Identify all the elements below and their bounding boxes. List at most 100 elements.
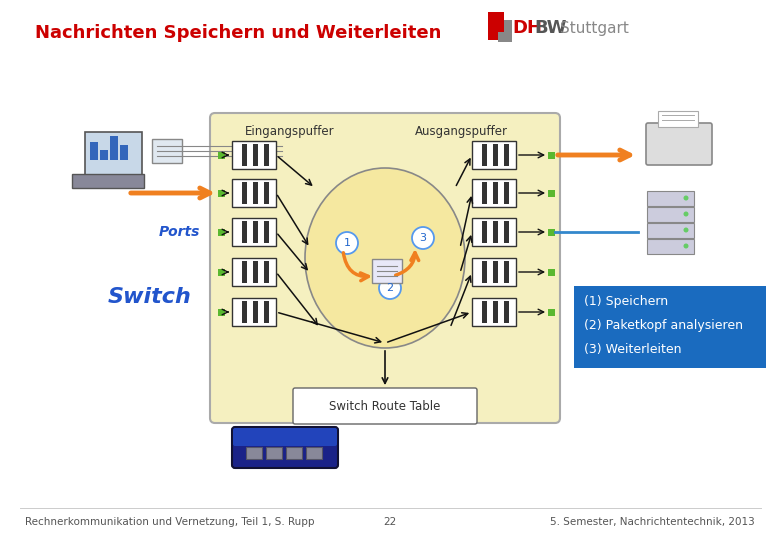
FancyBboxPatch shape	[647, 239, 694, 254]
Bar	[218, 190, 225, 197]
Bar	[472, 179, 516, 207]
Bar	[493, 301, 498, 323]
Bar	[242, 182, 247, 204]
Bar	[264, 301, 269, 323]
Bar	[493, 144, 498, 166]
Bar	[548, 268, 555, 275]
Bar	[100, 150, 108, 160]
Bar	[110, 136, 118, 160]
Circle shape	[683, 244, 689, 248]
Bar	[498, 20, 504, 32]
Bar	[264, 221, 269, 243]
FancyBboxPatch shape	[658, 111, 698, 127]
Bar	[90, 142, 98, 160]
FancyBboxPatch shape	[286, 447, 302, 459]
Text: (3) Weiterleiten: (3) Weiterleiten	[584, 343, 682, 356]
Bar	[242, 261, 247, 283]
FancyBboxPatch shape	[293, 388, 477, 424]
Bar	[253, 261, 258, 283]
Text: Eingangspuffer: Eingangspuffer	[245, 125, 335, 138]
FancyBboxPatch shape	[72, 174, 144, 188]
Bar	[498, 20, 512, 42]
Bar	[253, 301, 258, 323]
Text: (2) Paketkopf analysieren: (2) Paketkopf analysieren	[584, 320, 743, 333]
FancyBboxPatch shape	[152, 139, 182, 163]
Bar	[472, 258, 516, 286]
FancyBboxPatch shape	[210, 113, 560, 423]
FancyBboxPatch shape	[647, 207, 694, 222]
Bar	[504, 144, 509, 166]
Bar	[482, 301, 487, 323]
Bar	[232, 298, 276, 326]
Bar	[548, 308, 555, 315]
FancyBboxPatch shape	[266, 447, 282, 459]
Text: 3: 3	[420, 233, 427, 243]
Text: Ausgangspuffer: Ausgangspuffer	[415, 125, 508, 138]
Bar	[232, 141, 276, 169]
Ellipse shape	[305, 168, 465, 348]
Bar	[548, 190, 555, 197]
Text: 22: 22	[384, 517, 396, 527]
Bar	[120, 145, 128, 160]
FancyBboxPatch shape	[646, 123, 712, 165]
Bar	[548, 152, 555, 159]
Text: 5. Semester, Nachrichtentechnik, 2013: 5. Semester, Nachrichtentechnik, 2013	[550, 517, 755, 527]
Bar	[264, 261, 269, 283]
Bar	[504, 261, 509, 283]
Circle shape	[412, 227, 434, 249]
Text: Stuttgart: Stuttgart	[560, 21, 629, 36]
Bar	[548, 228, 555, 235]
Text: 1: 1	[343, 238, 350, 248]
Bar	[472, 218, 516, 246]
Bar	[482, 182, 487, 204]
Bar	[493, 261, 498, 283]
Bar	[472, 141, 516, 169]
Bar	[242, 221, 247, 243]
FancyBboxPatch shape	[85, 132, 142, 176]
Text: Switch Route Table: Switch Route Table	[329, 400, 441, 413]
Bar	[264, 144, 269, 166]
Text: 2: 2	[386, 283, 394, 293]
Text: Nachrichten Speichern und Weiterleiten: Nachrichten Speichern und Weiterleiten	[35, 24, 441, 42]
Text: Rechnerkommunikation und Vernetzung, Teil 1, S. Rupp: Rechnerkommunikation und Vernetzung, Tei…	[25, 517, 314, 527]
Text: (1) Speichern: (1) Speichern	[584, 295, 668, 308]
Bar	[218, 228, 225, 235]
Bar	[253, 182, 258, 204]
Bar	[504, 301, 509, 323]
Bar	[264, 182, 269, 204]
Text: DH: DH	[512, 19, 542, 37]
Bar	[253, 221, 258, 243]
Bar	[482, 221, 487, 243]
Bar	[482, 144, 487, 166]
Bar	[253, 144, 258, 166]
Bar	[218, 268, 225, 275]
Circle shape	[379, 277, 401, 299]
Circle shape	[336, 232, 358, 254]
Bar	[218, 152, 225, 159]
FancyBboxPatch shape	[232, 427, 338, 468]
FancyBboxPatch shape	[233, 428, 337, 446]
FancyBboxPatch shape	[306, 447, 322, 459]
Bar	[232, 218, 276, 246]
FancyBboxPatch shape	[647, 223, 694, 238]
Bar	[504, 221, 509, 243]
Text: BW: BW	[534, 19, 566, 37]
Bar	[504, 182, 509, 204]
Bar	[232, 179, 276, 207]
Bar	[218, 308, 225, 315]
Bar	[482, 261, 487, 283]
Bar	[493, 221, 498, 243]
Circle shape	[683, 212, 689, 217]
Bar	[242, 144, 247, 166]
Circle shape	[683, 195, 689, 200]
Text: Ports: Ports	[158, 225, 200, 239]
Circle shape	[683, 227, 689, 233]
Bar	[472, 298, 516, 326]
Text: Switch: Switch	[108, 287, 192, 307]
FancyBboxPatch shape	[574, 286, 766, 368]
FancyBboxPatch shape	[246, 447, 262, 459]
Bar	[242, 301, 247, 323]
Bar	[493, 182, 498, 204]
Bar	[232, 258, 276, 286]
Bar	[488, 12, 504, 40]
